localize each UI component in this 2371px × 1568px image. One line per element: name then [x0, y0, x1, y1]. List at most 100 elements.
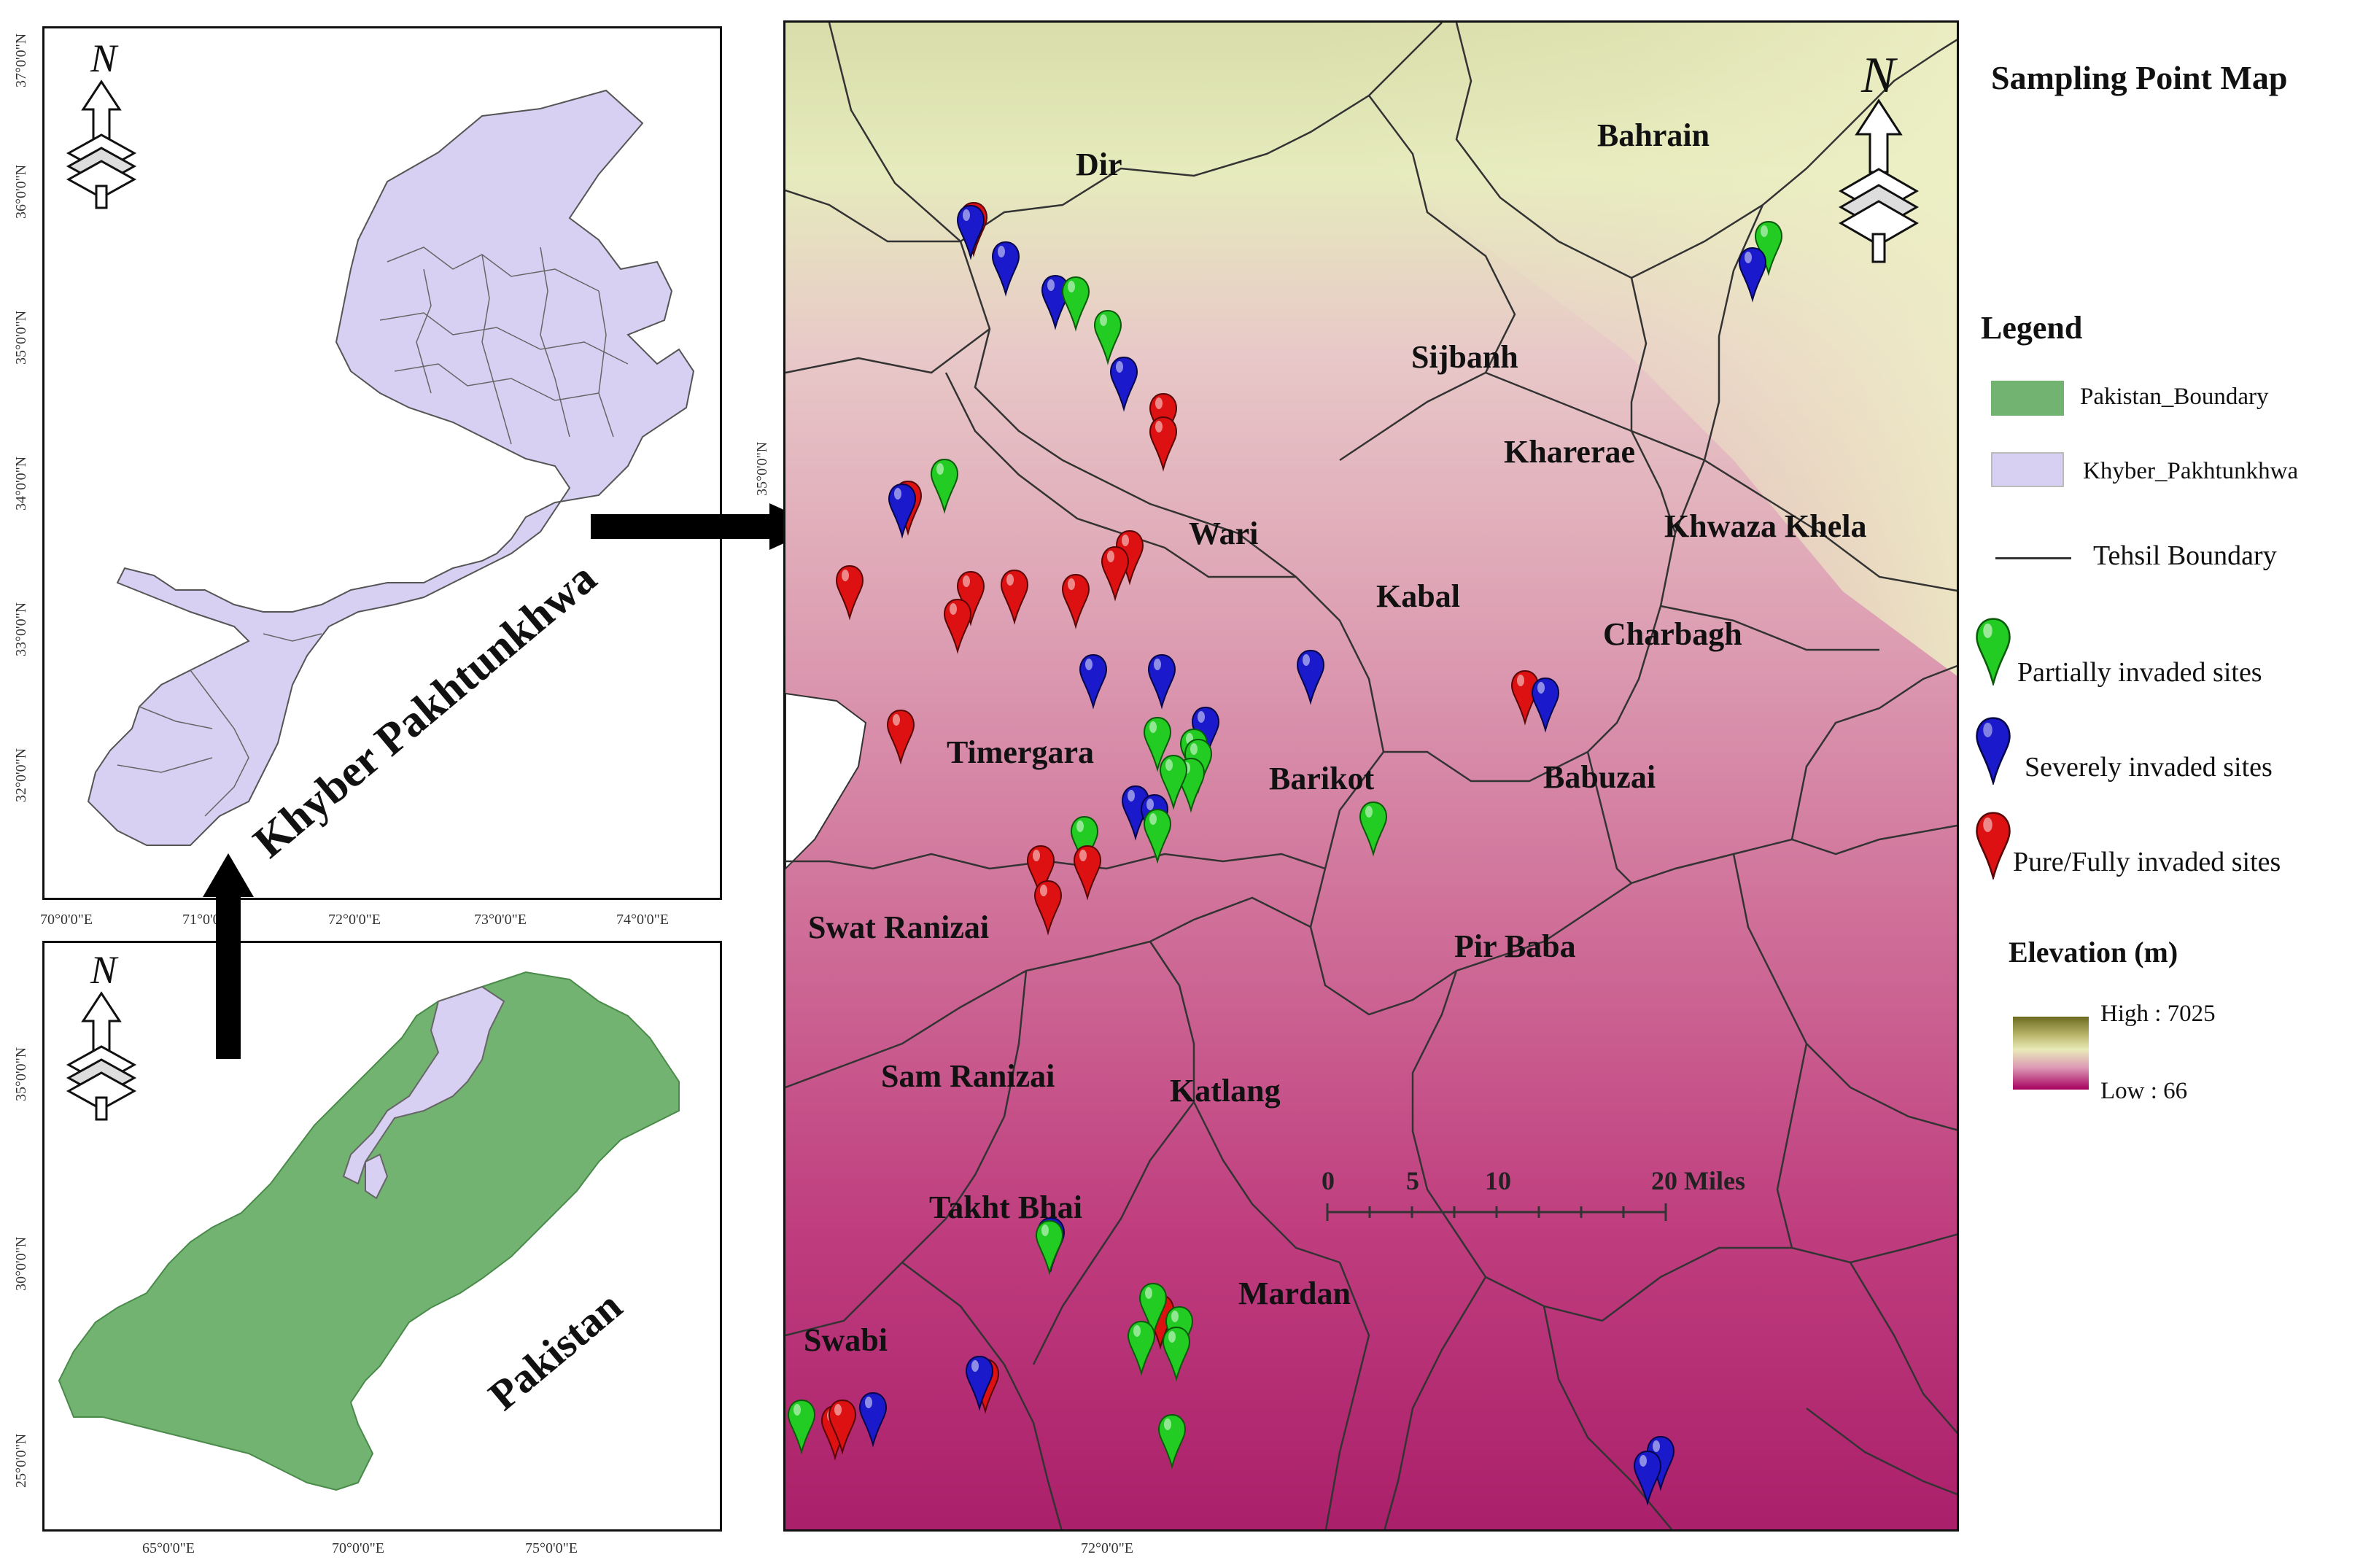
pakistan-shape — [58, 971, 680, 1491]
elevation-high-label: High : 7025 — [2100, 1001, 2216, 1027]
tehsil-label-sam-ranizai: Sam Ranizai — [881, 1058, 1055, 1094]
partially-invaded-marker — [1093, 309, 1122, 365]
kp-boundary-label: Khyber_Pakhtunkhwa — [2083, 458, 2299, 484]
elevation-low-label: Low : 66 — [2100, 1078, 2188, 1104]
pk-lon-label: 70°0'0"E — [332, 1540, 384, 1556]
pk-lat-label: 35°0'0"N — [13, 1047, 29, 1101]
partially-invaded-marker-icon — [1976, 618, 2011, 686]
pure-invaded-marker — [1101, 546, 1130, 602]
pure-invaded-marker — [956, 570, 985, 626]
pure-invaded-marker-icon — [1976, 812, 2011, 880]
tehsil-label-barikot: Barikot — [1269, 761, 1375, 796]
pk-lon-label: 65°0'0"E — [142, 1540, 195, 1556]
partially-invaded-marker — [930, 458, 959, 514]
partially-invaded-marker — [1061, 276, 1090, 332]
kp-lon-label: 70°0'0"E — [40, 912, 93, 928]
tehsil-boundary-swatch — [1995, 557, 2071, 559]
main-north-arrow-icon: N — [1838, 48, 1920, 263]
severely-invaded-marker-icon — [1976, 717, 2011, 785]
partially-invaded-marker — [1035, 1219, 1064, 1276]
kp-lat-label: 32°0'0"N — [13, 748, 29, 802]
pure-invaded-marker — [1061, 573, 1090, 629]
scale-tick-5: 5 — [1406, 1166, 1419, 1195]
scale-bar — [1326, 1203, 1667, 1221]
tehsil-label-swat-ranizai: Swat Ranizai — [808, 909, 990, 945]
pk-lat-label: 30°0'0"N — [13, 1236, 29, 1291]
severely-invaded-marker — [1041, 274, 1070, 330]
tehsil-label-khwaza-khela: Khwaza Khela — [1664, 508, 1867, 544]
pakistan-boundary-swatch — [1991, 381, 2064, 416]
partially-invaded-marker — [1157, 1413, 1187, 1470]
partially-invaded-marker — [1162, 1326, 1191, 1382]
partially-invaded-marker — [1159, 754, 1188, 810]
severely-invaded-marker — [888, 483, 917, 539]
pure-invaded-marker — [828, 1399, 857, 1455]
tehsil-label-katlang: Katlang — [1170, 1073, 1281, 1109]
severely-invaded-marker — [956, 204, 985, 260]
tehsil-label-takht-bhai: Takht Bhai — [929, 1189, 1082, 1225]
tehsil-label-kabal: Kabal — [1376, 578, 1460, 614]
severely-invaded-marker — [965, 1355, 994, 1411]
pure-invaded-marker — [943, 598, 972, 654]
tehsil-boundaries — [785, 23, 1957, 1529]
tehsil-boundary-label: Tehsil Boundary — [2093, 540, 2277, 571]
pure-invaded-label: Pure/Fully invaded sites — [2013, 847, 2281, 877]
kp-lon-label: 73°0'0"E — [474, 912, 527, 928]
pure-invaded-marker — [1115, 529, 1144, 586]
elevation-color-ramp — [2013, 1017, 2089, 1090]
kp-lon-label: 74°0'0"E — [616, 912, 669, 928]
kp-lat-label: 37°0'0"N — [13, 33, 29, 88]
tehsil-label-pir-baba: Pir Baba — [1454, 928, 1576, 964]
pure-invaded-marker — [1073, 845, 1102, 901]
pk-lat-label: 25°0'0"N — [13, 1433, 29, 1488]
elevation-title: Elevation (m) — [2009, 936, 2178, 969]
elevation-map — [785, 23, 1957, 1529]
main-lat-label: 35°0'0"N — [754, 441, 770, 496]
severely-invaded-marker — [1531, 677, 1560, 733]
north-label: N — [1860, 48, 1898, 104]
severely-invaded-marker — [1738, 247, 1767, 303]
pakistan-inset-map — [42, 941, 722, 1532]
tehsil-label-kharerae: Kharerae — [1504, 434, 1636, 470]
partially-invaded-marker — [1754, 220, 1783, 276]
map-title: Sampling Point Map — [1991, 59, 2288, 96]
kp-lat-label: 34°0'0"N — [13, 456, 29, 511]
severely-invaded-marker — [1633, 1450, 1662, 1506]
kp-boundary-swatch — [1991, 452, 2064, 487]
partially-invaded-label: Partially invaded sites — [2017, 657, 2262, 688]
severely-invaded-marker — [1147, 653, 1176, 710]
main-sampling-map — [783, 20, 1959, 1532]
tehsil-label-dir: Dir — [1076, 147, 1122, 182]
tehsil-label-swabi: Swabi — [804, 1322, 888, 1358]
pure-invaded-marker — [1510, 669, 1540, 726]
main-lon-label: 72°0'0"E — [1081, 1540, 1133, 1556]
partially-invaded-marker — [1143, 716, 1172, 772]
pure-invaded-marker — [1149, 416, 1178, 472]
pure-invaded-marker — [886, 709, 915, 765]
severely-invaded-marker — [1121, 785, 1150, 841]
tehsil-label-bahrain: Bahrain — [1597, 117, 1710, 153]
scale-tick-10: 10 — [1485, 1166, 1511, 1195]
arrow-up-shaft — [216, 890, 241, 1059]
scale-tick-0: 0 — [1322, 1166, 1335, 1195]
tehsil-label-wari: Wari — [1189, 516, 1259, 551]
legend-title: Legend — [1981, 310, 2083, 346]
pakistan-boundary-label: Pakistan_Boundary — [2080, 384, 2269, 410]
scale-tick-20: 20 Miles — [1651, 1166, 1745, 1195]
severely-invaded-marker — [1109, 356, 1138, 412]
tehsil-label-sijbanh: Sijbanh — [1411, 339, 1518, 375]
tehsil-label-charbagh: Charbagh — [1603, 616, 1742, 652]
severely-invaded-marker — [858, 1392, 888, 1448]
severely-invaded-marker — [991, 241, 1020, 297]
arrow-right-shaft — [591, 514, 773, 539]
severely-invaded-marker — [1296, 649, 1325, 705]
arrow-up-icon — [203, 853, 254, 897]
kp-lat-label: 33°0'0"N — [13, 602, 29, 656]
kp-lat-label: 35°0'0"N — [13, 310, 29, 365]
tehsil-label-mardan: Mardan — [1238, 1276, 1351, 1311]
pk-north-arrow-icon: N — [66, 948, 137, 1121]
pure-invaded-marker — [1000, 569, 1029, 625]
tehsil-label-timergara: Timergara — [947, 734, 1095, 770]
pure-invaded-marker — [835, 564, 864, 621]
pk-lon-label: 75°0'0"E — [525, 1540, 578, 1556]
